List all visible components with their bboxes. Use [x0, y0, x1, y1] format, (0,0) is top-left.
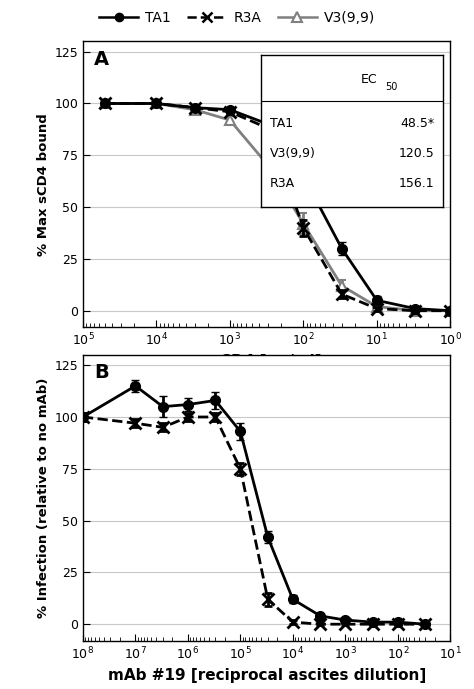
Text: A: A	[94, 50, 109, 69]
Y-axis label: % Infection (relative to no mAb): % Infection (relative to no mAb)	[37, 378, 50, 618]
Text: B: B	[94, 363, 109, 382]
Legend: TA1, R3A, V3(9,9): TA1, R3A, V3(9,9)	[99, 11, 375, 25]
Text: 48.5*: 48.5*	[400, 117, 434, 130]
Y-axis label: % Max sCD4 bound: % Max sCD4 bound	[37, 113, 50, 256]
Text: TA1: TA1	[270, 117, 293, 130]
Text: 156.1: 156.1	[399, 178, 434, 190]
Text: R3A: R3A	[270, 178, 295, 190]
Text: 50: 50	[385, 83, 397, 92]
Text: V3(9,9): V3(9,9)	[270, 147, 316, 160]
Text: 120.5: 120.5	[398, 147, 434, 160]
X-axis label: mAb #19 [reciprocal ascites dilution]: mAb #19 [reciprocal ascites dilution]	[108, 668, 426, 683]
X-axis label: sCD4 [ng/ml]: sCD4 [ng/ml]	[211, 354, 322, 369]
Text: EC: EC	[361, 73, 378, 86]
